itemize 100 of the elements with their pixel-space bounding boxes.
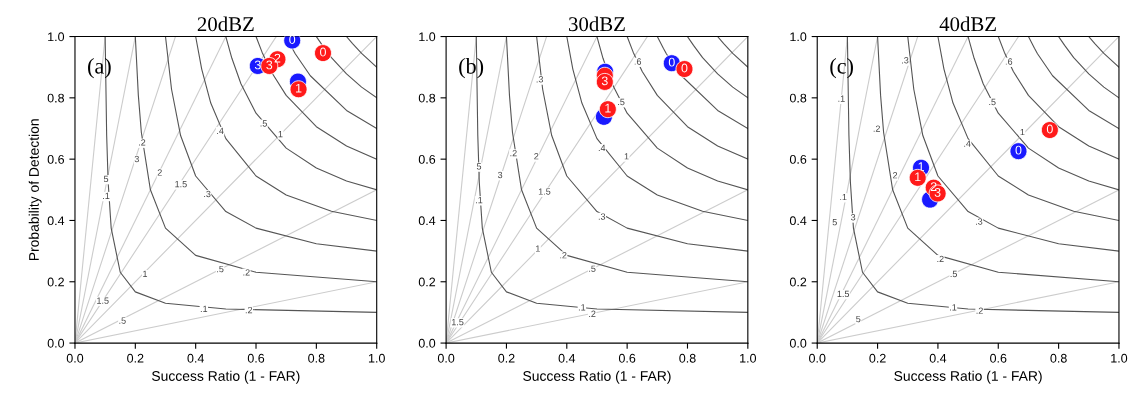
annotation: .2 (560, 252, 567, 259)
y-tick-label: 0.6 (418, 154, 436, 164)
y-tick-label: 0.2 (418, 277, 436, 287)
y-axis-title: Probability of Detection (28, 119, 42, 261)
annotation: 1 (296, 83, 302, 93)
annotation: .1 (950, 304, 957, 311)
y-tick-label: 1.0 (419, 32, 436, 42)
annotation: 5 (476, 163, 482, 170)
annotation: .4 (217, 127, 224, 134)
annotation: 1 (278, 131, 283, 138)
annotation: 1 (624, 153, 629, 160)
annotation: .3 (598, 213, 606, 220)
y-tick-label: 0.2 (47, 277, 64, 287)
x-tick-label: 0.2 (127, 353, 144, 363)
x-tick-label: 1.0 (1111, 353, 1128, 363)
annotation: .2 (245, 306, 253, 314)
x-tick-label: 0.2 (869, 353, 886, 363)
x-axis-title: Success Ratio (1 - FAR) (523, 370, 671, 384)
chart-title: 40dBZ (939, 16, 996, 32)
annotation: .6 (634, 58, 642, 65)
annotation: .5 (989, 98, 996, 106)
y-tick-label: 0.6 (47, 154, 65, 164)
x-tick-label: 0.4 (929, 353, 947, 363)
y-tick-label: 0.0 (47, 338, 65, 348)
annotation: 2 (534, 153, 539, 160)
annotation: .2 (976, 307, 983, 314)
annotation: 0 (1046, 124, 1053, 134)
chart-title: 30dBZ (569, 16, 625, 32)
annotation: .3 (204, 190, 211, 198)
annotation: .1 (578, 304, 586, 311)
annotation: .5 (217, 265, 224, 273)
x-tick-label: 0.2 (498, 353, 515, 363)
x-tick-label: 0.0 (809, 353, 826, 363)
annotation: .1 (103, 192, 110, 199)
y-tick-label: 0.2 (789, 277, 807, 287)
annotation: .5 (119, 317, 126, 324)
annotation: 1 (536, 245, 540, 252)
annotation: .1 (200, 305, 208, 312)
y-tick-label: 0.0 (789, 338, 807, 348)
annotation: 3 (601, 76, 608, 86)
x-tick-label: 1.0 (368, 353, 385, 363)
annotation: 0 (668, 57, 675, 67)
annotation: 5 (103, 175, 109, 183)
x-axis-title: Success Ratio (1 - FAR) (151, 370, 300, 384)
x-tick-label: 0.4 (187, 353, 204, 363)
x-tick-label: 0.6 (990, 353, 1007, 363)
annotation: 2 (157, 169, 162, 176)
x-axis-title: Success Ratio (1 - FAR) (894, 370, 1042, 384)
annotation: (c) (830, 58, 853, 79)
x-tick-label: 0.6 (618, 353, 636, 363)
y-tick-label: 0.8 (47, 93, 65, 103)
y-tick-label: 1.0 (48, 32, 65, 42)
y-tick-label: 1.0 (790, 32, 807, 42)
annotation: .2 (510, 149, 517, 157)
annotation: 1.5 (451, 318, 464, 326)
annotation: 0 (1015, 145, 1022, 155)
annotation: .1 (476, 196, 483, 204)
annotation: 5 (832, 219, 837, 226)
x-tick-label: 0.8 (679, 353, 696, 363)
x-tick-label: 0.8 (1050, 353, 1067, 363)
y-tick-label: 0.8 (418, 93, 436, 103)
annotation: 3 (497, 171, 503, 179)
annotation: 5 (856, 315, 861, 323)
y-tick-label: 0.4 (789, 216, 807, 226)
annotation: .2 (139, 139, 146, 146)
annotation: .3 (976, 218, 983, 225)
y-tick-label: 0.6 (789, 154, 807, 164)
annotation: 1.5 (175, 181, 187, 188)
annotation: 1.5 (97, 297, 109, 304)
annotation: .3 (902, 57, 909, 64)
annotation: 1 (605, 103, 611, 113)
annotation: 0 (320, 47, 326, 57)
annotation: .3 (536, 76, 544, 83)
annotation: 3 (254, 60, 261, 70)
annotation: .1 (838, 95, 845, 102)
annotation: 3 (850, 214, 856, 221)
x-tick-label: 0.0 (66, 353, 84, 363)
annotation: .5 (950, 270, 957, 278)
annotation: .5 (260, 120, 267, 127)
annotation: .5 (589, 265, 596, 272)
x-tick-label: 1.0 (740, 353, 757, 363)
annotation: 3 (266, 60, 273, 70)
x-tick-label: 0.4 (558, 353, 576, 363)
annotation: .6 (1005, 58, 1013, 65)
annotation: 1 (915, 172, 921, 182)
annotation: (b) (459, 58, 484, 79)
annotation: .5 (618, 98, 625, 106)
annotation: .4 (964, 140, 971, 147)
y-tick-label: 0.4 (418, 216, 436, 226)
annotation: .1 (840, 193, 847, 201)
annotation: 1 (143, 270, 148, 278)
y-tick-label: 0.8 (789, 93, 807, 103)
annotation: 2 (274, 53, 281, 63)
annotation: 1 (1020, 128, 1025, 136)
y-tick-label: 0.0 (418, 338, 436, 348)
x-tick-label: 0.6 (247, 353, 265, 363)
chart-title: 20dBZ (197, 16, 254, 32)
annotation: 1.5 (837, 290, 850, 298)
y-tick-label: 0.4 (47, 216, 65, 226)
annotation: .2 (937, 255, 944, 263)
